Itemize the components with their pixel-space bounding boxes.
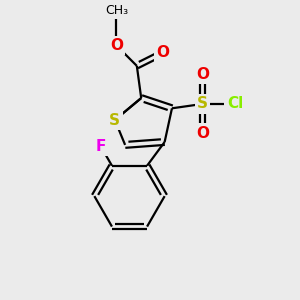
Text: Cl: Cl [227, 96, 243, 111]
Text: S: S [110, 112, 120, 128]
Text: F: F [96, 139, 106, 154]
Text: CH₃: CH₃ [105, 4, 128, 17]
Text: O: O [196, 67, 209, 82]
Text: O: O [110, 38, 123, 53]
Text: O: O [157, 45, 170, 60]
Text: O: O [196, 126, 209, 141]
Text: S: S [197, 96, 208, 111]
